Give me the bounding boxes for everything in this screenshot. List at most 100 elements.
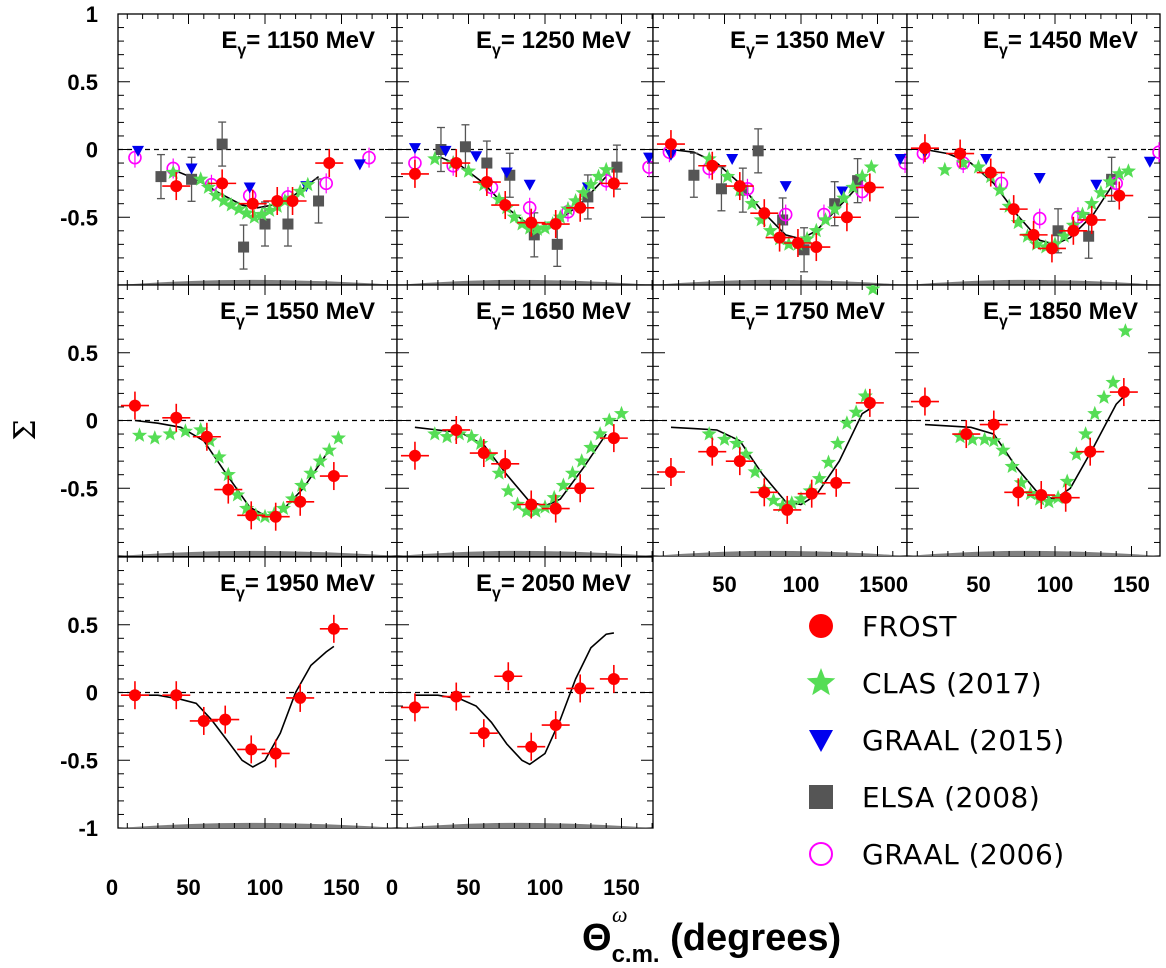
marker-elsa-2008-0 [688,169,700,181]
marker-frost-1 [706,445,719,458]
systematic-band [397,550,653,556]
systematic-band [397,279,653,285]
marker-frost-0 [664,465,677,478]
y-axis-title: Σ [8,419,43,440]
panel-1850-mev: Eγ= 1850 MeV [906,284,1161,557]
systematic-band [118,550,397,556]
marker-clas-2017-14 [292,183,308,198]
panel-title-energy: = 1350 MeV [755,27,885,54]
panel-title-subscript: γ [492,313,501,330]
marker-clas-2017-9 [239,500,255,515]
systematic-band [907,279,1160,285]
marker-frost-3 [502,670,515,683]
panel-plot-area [653,285,907,556]
marker-frost-4 [525,216,538,229]
marker-frost-0 [408,701,421,714]
marker-clas-2017-12 [827,201,843,216]
marker-clas-2017-1 [193,171,209,186]
marker-graal-2015-2 [470,151,483,163]
marker-graal-2015-4 [523,179,536,191]
marker-clas-2017-11 [1059,473,1075,488]
marker-clas-2017-1 [147,430,163,445]
marker-clas-2017-16 [857,388,873,403]
marker-clas-2017-12 [820,454,837,469]
x-tick-label: 150 [603,875,640,900]
marker-graal-2015-1 [980,153,993,165]
y-tick-label: 0 [86,681,98,706]
marker-frost-5 [1059,491,1072,504]
panel-title-subscript: γ [999,42,1008,59]
marker-clas-2017-15 [294,477,310,492]
legend-marker-square [809,785,833,809]
marker-graal-2015-1 [185,163,198,175]
marker-clas-2017-0 [701,151,717,166]
marker-frost-0 [128,399,141,412]
marker-elsa-2008-6 [582,191,594,203]
panel-title: Eγ= 1650 MeV [476,298,631,330]
marker-clas-2017-16 [583,176,599,192]
marker-clas-2017-14 [1087,405,1103,421]
marker-frost-6 [574,682,587,695]
marker-clas-2017-5 [482,447,498,463]
marker-clas-2017-4 [193,422,209,437]
x-axis-title: Θc.m. (degrees) [582,917,841,968]
marker-frost-3 [271,194,284,207]
legend-entry: ELSA (2008) [809,781,1040,814]
marker-clas-2017-4 [216,193,232,208]
y-tick-label: 0 [86,138,98,163]
marker-clas-2017-1 [955,155,971,170]
marker-clas-2017-14 [284,491,301,506]
legend-entry: GRAAL (2015) [809,724,1064,757]
marker-elsa-2008-3 [504,169,516,181]
marker-clas-2017-0 [427,151,443,166]
marker-frost-1 [960,428,973,441]
panel-title: Eγ= 1850 MeV [983,298,1138,330]
marker-elsa-2008-2 [216,138,228,150]
marker-clas-2017-17 [1117,323,1133,338]
marker-clas-2017-19 [330,430,346,445]
y-tick-label: -0.5 [60,476,98,501]
marker-graal-2015-4 [1143,156,1156,168]
marker-elsa-2008-5 [798,244,810,256]
marker-clas-2017-17 [590,168,607,184]
marker-frost-2 [246,197,259,210]
marker-clas-2017-17 [592,426,608,441]
marker-elsa-2008-0 [155,171,167,183]
marker-clas-2017-10 [528,503,544,518]
marker-elsa-2008-3 [752,145,764,157]
marker-clas-2017-6 [765,492,782,507]
panel-title-subscript: γ [999,313,1008,330]
legend-label: GRAAL (2006) [862,838,1065,871]
panel-title-symbol: E [983,298,999,325]
x-tick-label: 100 [1037,572,1074,597]
marker-frost-4 [525,740,538,753]
x-tick-label: 100 [247,875,284,900]
marker-frost-3 [1007,203,1020,216]
marker-frost-4 [1035,489,1048,502]
panel-plot-area [397,557,653,828]
marker-elsa-2008-0 [1052,225,1064,237]
marker-frost-2 [733,180,746,193]
marker-clas-2017-2 [970,159,987,174]
marker-frost-0 [170,180,183,193]
marker-frost-7 [863,396,876,409]
marker-clas-2017-14 [1084,195,1100,211]
x-tick-label: 150 [859,572,896,597]
marker-clas-2017-6 [1013,474,1029,490]
panel-plot-area [397,285,653,556]
legend-label: ELSA (2008) [862,781,1040,814]
marker-clas-2017-7 [500,483,516,498]
marker-frost-5 [805,487,818,500]
marker-frost-2 [987,418,1000,431]
panel-title: Eγ= 2050 MeV [476,570,631,602]
panel-title-symbol: E [220,298,236,325]
marker-graal-2015-3 [836,186,849,198]
model-curve [414,632,615,766]
x-tick-label: 50 [712,572,736,597]
marker-frost-7 [327,470,340,483]
marker-graal-2015-1 [726,153,739,165]
marker-clas-2017-9 [799,230,815,246]
legend: FROST CLAS (2017) GRAAL (2015) ELSA (2008) G… [806,610,1065,871]
marker-clas-2017-15 [1093,184,1109,200]
